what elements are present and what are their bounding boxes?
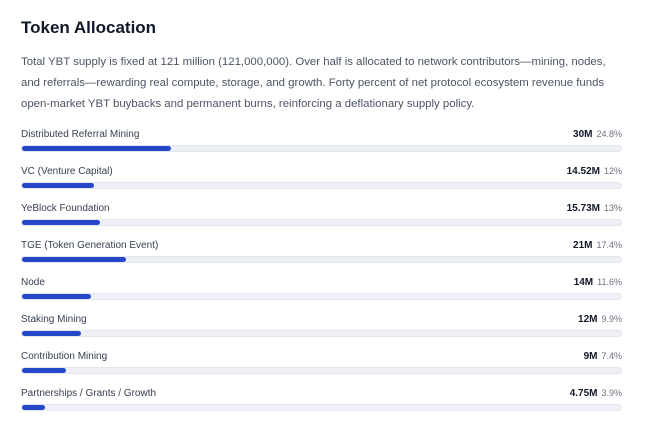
allocation-percent: 24.8% (596, 129, 622, 139)
allocation-name: YeBlock Foundation (21, 203, 110, 214)
allocation-bar-track (21, 182, 622, 189)
allocation-amount: 12M (578, 314, 598, 325)
allocation-bar-fill (22, 183, 94, 188)
allocation-bar-fill (22, 294, 92, 299)
allocation-row: Distributed Referral Mining 30M 24.8% (21, 121, 622, 158)
allocation-bar-track (21, 404, 622, 411)
allocation-percent: 12% (603, 166, 622, 176)
allocation-name: VC (Venture Capital) (21, 166, 113, 177)
allocation-name: Partnerships / Grants / Growth (21, 388, 157, 399)
allocation-percent: 9.9% (601, 314, 622, 324)
allocation-row: Partnerships / Grants / Growth 4.75M 3.9% (21, 380, 622, 417)
allocation-row: TGE (Token Generation Event) 21M 17.4% (21, 232, 622, 269)
allocation-bar-track (21, 145, 622, 152)
allocation-percent: 13% (603, 203, 622, 213)
allocation-bar-fill (22, 331, 82, 336)
allocation-name: Contribution Mining (21, 351, 108, 362)
allocation-amount: 30M (573, 129, 593, 140)
allocation-amount: 4.75M (569, 388, 598, 399)
allocation-bar-track (21, 256, 622, 263)
allocation-name: Staking Mining (21, 314, 87, 325)
allocation-name: Node (21, 277, 45, 288)
allocation-bar-fill (22, 257, 127, 262)
allocation-amount: 9M (583, 351, 598, 362)
allocation-bar-track (21, 219, 622, 226)
allocation-row: YeBlock Foundation 15.73M 13% (21, 195, 622, 232)
allocation-bar-fill (22, 220, 100, 225)
section-description: Total YBT supply is fixed at 121 million… (21, 56, 606, 110)
allocation-amount: 14.52M (566, 166, 600, 177)
allocation-list: Distributed Referral Mining 30M 24.8% VC … (21, 121, 622, 417)
allocation-bar-fill (22, 368, 67, 373)
allocation-bar-track (21, 330, 622, 337)
section-title: Token Allocation (21, 18, 157, 37)
allocation-name: TGE (Token Generation Event) (21, 240, 159, 251)
allocation-percent: 17.4% (596, 240, 622, 250)
allocation-bar-fill (22, 146, 171, 151)
allocation-row: Node 14M 11.6% (21, 269, 622, 306)
allocation-amount: 14M (573, 277, 594, 288)
allocation-name: Distributed Referral Mining (21, 129, 140, 140)
allocation-bar-fill (22, 405, 46, 410)
allocation-row: Staking Mining 12M 9.9% (21, 306, 622, 343)
allocation-row: VC (Venture Capital) 14.52M 12% (21, 158, 622, 195)
allocation-percent: 11.6% (597, 277, 622, 287)
allocation-percent: 3.9% (601, 388, 622, 398)
allocation-bar-track (21, 293, 622, 300)
token-allocation-section: Token Allocation Total YBT supply is fix… (21, 18, 622, 417)
allocation-amount: 15.73M (566, 203, 600, 214)
allocation-amount: 21M (573, 240, 593, 251)
allocation-percent: 7.4% (601, 351, 622, 361)
allocation-row: Contribution Mining 9M 7.4% (21, 343, 622, 380)
allocation-bar-track (21, 367, 622, 374)
